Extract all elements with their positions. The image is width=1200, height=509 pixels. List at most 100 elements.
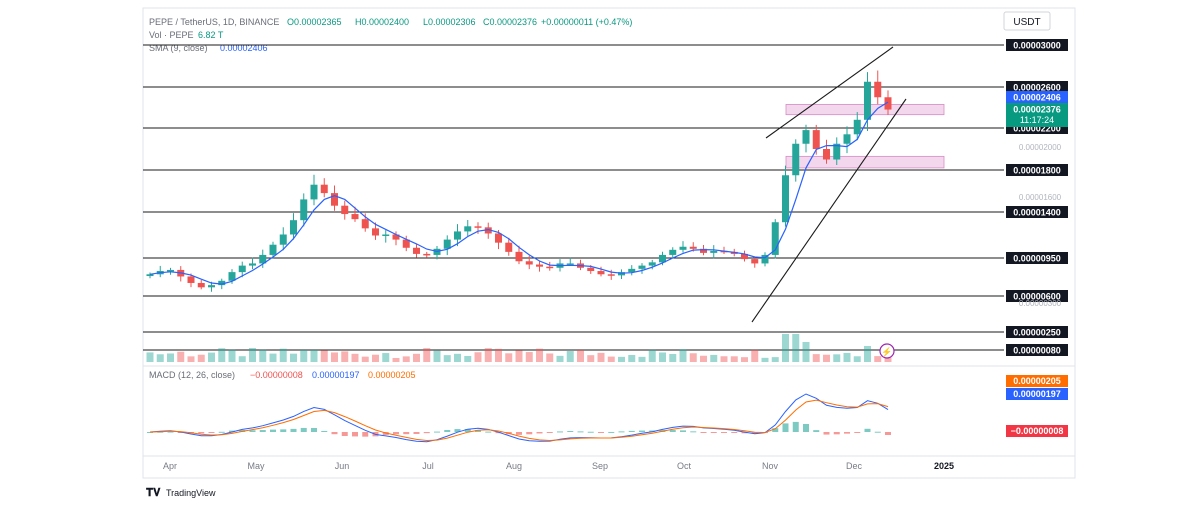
macd-histogram-bar xyxy=(249,430,256,432)
candle-body xyxy=(300,199,308,221)
macd-histogram-bar xyxy=(618,431,625,433)
price-level-tag xyxy=(1006,326,1068,338)
candle-body xyxy=(833,143,841,160)
candle-body xyxy=(700,248,707,253)
macd-label: MACD (12, 26, close) xyxy=(149,370,235,380)
macd-histogram-bar xyxy=(485,431,492,433)
macd-hist-tag-label: −0.00000008 xyxy=(1011,426,1064,436)
tradingview-watermark: TradingView xyxy=(166,488,216,498)
macd-histogram-bar xyxy=(413,432,420,434)
volume-bar xyxy=(628,354,636,362)
candle-body xyxy=(413,247,420,254)
price-level-label: 0.00002600 xyxy=(1013,83,1061,93)
supply-demand-zone xyxy=(785,155,945,169)
macd-histogram-bar xyxy=(700,432,707,433)
volume-bar xyxy=(474,352,482,362)
macd-histogram-bar xyxy=(885,432,891,435)
macd-signal-tag xyxy=(1006,375,1068,387)
price-level-label: 0.00000950 xyxy=(1013,254,1061,264)
volume-bar xyxy=(495,348,502,362)
candle-body xyxy=(843,134,851,144)
candle-body xyxy=(279,234,287,245)
macd-histogram-bar xyxy=(844,432,850,434)
candle-body xyxy=(310,184,318,200)
volume-bar xyxy=(433,350,441,362)
candle-body xyxy=(218,280,226,286)
volume-bar xyxy=(423,348,431,362)
macd-histogram-bar xyxy=(792,421,799,432)
candle-body xyxy=(607,274,615,276)
volume-bar xyxy=(300,350,308,362)
candle-body xyxy=(341,205,349,215)
lightning-icon[interactable] xyxy=(879,343,895,359)
volume-bar xyxy=(208,352,215,362)
macd-histogram-bar xyxy=(434,431,440,433)
volume-bar xyxy=(556,355,564,362)
volume-value: 6.82 T xyxy=(198,30,224,40)
volume-bar xyxy=(597,352,605,362)
close-value: C0.00002376 xyxy=(483,17,537,27)
macd-histogram-bar xyxy=(669,430,676,432)
volume-bar xyxy=(577,350,584,362)
candle-body xyxy=(689,246,697,249)
volume-bar xyxy=(320,350,328,362)
price-level-label: 0.00000250 xyxy=(1013,328,1061,338)
time-axis-label: Dec xyxy=(846,461,863,471)
price-level-label: 0.00002200 xyxy=(1013,124,1061,134)
volume-bar xyxy=(402,356,410,362)
candle-body xyxy=(454,231,461,240)
macd-histogram-bar xyxy=(167,431,174,433)
currency-button[interactable] xyxy=(1003,11,1051,31)
candle-body xyxy=(423,253,431,256)
wedge-lower-trendline xyxy=(751,98,907,323)
volume-bar xyxy=(874,356,882,362)
macd-histogram-bar xyxy=(331,432,338,435)
volume-bar xyxy=(290,353,297,362)
macd-histogram-bar xyxy=(536,432,543,434)
macd-histogram-bar xyxy=(782,423,789,432)
candle-body xyxy=(771,222,779,255)
volume-bar xyxy=(566,351,574,362)
volume-bar xyxy=(679,349,687,362)
macd-histogram-bar xyxy=(208,432,215,433)
macd-histogram-bar xyxy=(218,431,225,433)
price-level-tag xyxy=(1006,290,1068,302)
volume-bar xyxy=(331,352,338,362)
volume-bar xyxy=(392,357,400,362)
macd-histogram-bar xyxy=(290,428,297,432)
volume-bar xyxy=(218,348,226,362)
macd-histogram-bar xyxy=(690,431,697,433)
macd-histogram-bar xyxy=(577,431,584,433)
candle-body xyxy=(197,282,205,288)
candle-body xyxy=(812,130,820,149)
macd-histogram-bar xyxy=(198,432,205,434)
price-level-tag xyxy=(1006,344,1068,356)
macd-histogram-bar xyxy=(833,432,840,435)
candle-body xyxy=(566,263,574,265)
volume-bar xyxy=(751,349,759,362)
sma-label: SMA (9, close) xyxy=(149,43,208,53)
macd-histogram-bar xyxy=(680,430,686,432)
price-level-tag xyxy=(1006,81,1068,93)
macd-histogram-bar xyxy=(710,432,717,433)
lightning-glyph: ⚡ xyxy=(881,346,892,358)
macd-histogram-bar xyxy=(147,432,153,433)
high-value: H0.00002400 xyxy=(355,17,409,27)
candle-body xyxy=(782,175,789,223)
macd-histogram-bar xyxy=(731,432,738,433)
macd-histogram-bar xyxy=(475,430,481,432)
candle-body xyxy=(884,97,892,110)
volume-bar xyxy=(525,352,533,362)
currency-label: USDT xyxy=(1013,17,1040,28)
price-level-tag xyxy=(1006,39,1068,51)
countdown-timer: 11:17:24 xyxy=(1020,115,1054,125)
candle-body xyxy=(238,265,246,273)
tradingview-logo-icon: 𝐓𝐕 xyxy=(146,487,161,499)
macd-histogram-bar xyxy=(270,429,276,432)
price-level-label: 0.00001400 xyxy=(1013,208,1061,218)
candle-body xyxy=(874,81,882,98)
macd-histogram-bar xyxy=(526,432,533,435)
volume-bar xyxy=(607,356,615,362)
candle-body xyxy=(259,254,267,264)
